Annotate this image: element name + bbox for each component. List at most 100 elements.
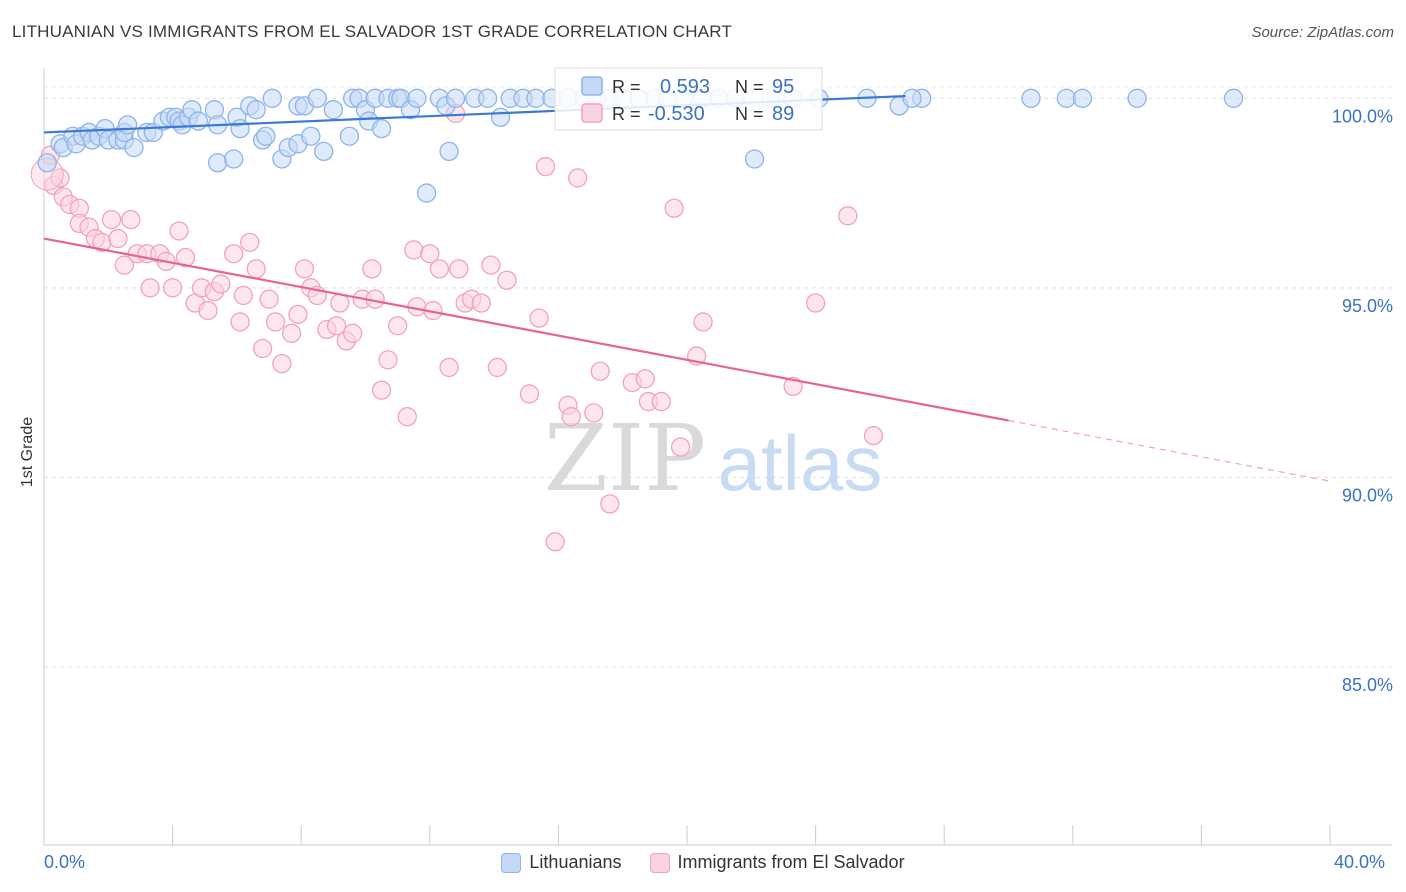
legend-label-lithuanians: Lithuanians <box>529 852 622 872</box>
y-tick-label: 90.0% <box>1342 485 1393 505</box>
chart-title: LITHUANIAN VS IMMIGRANTS FROM EL SALVADO… <box>12 22 733 41</box>
axes <box>43 68 1392 846</box>
point-el-salvador <box>535 156 556 177</box>
legend-item-el-salvador[interactable]: Immigrants from El Salvador <box>649 852 905 873</box>
point-el-salvador <box>387 316 408 336</box>
point-el-salvador <box>378 350 398 370</box>
point-lithuanian <box>1072 88 1093 108</box>
legend-n-value-blue: 95 <box>772 76 794 98</box>
source-note: Source: ZipAtlas.com <box>1251 24 1394 41</box>
point-el-salvador <box>272 353 292 374</box>
point-el-salvador <box>362 259 382 279</box>
point-lithuanian <box>1056 88 1077 108</box>
point-lithuanian <box>256 126 276 146</box>
point-el-salvador <box>783 376 803 397</box>
legend-item-lithuanians[interactable]: Lithuanians <box>501 852 622 873</box>
point-el-salvador <box>545 532 565 552</box>
point-el-salvador <box>230 312 250 332</box>
trend-line-el-salvador <box>43 237 1009 422</box>
x-axis-min-label: 0.0% <box>44 852 86 872</box>
point-lithuanian <box>37 153 57 173</box>
point-el-salvador <box>224 244 244 264</box>
trend-line-extension <box>1008 419 1331 482</box>
point-el-salvador <box>371 380 392 400</box>
point-lithuanian <box>371 118 392 139</box>
point-el-salvador <box>600 494 620 514</box>
point-lithuanian <box>314 141 334 162</box>
point-el-salvador <box>198 300 218 321</box>
point-el-salvador <box>420 244 440 264</box>
point-lithuanian <box>207 153 228 173</box>
point-el-salvador <box>664 198 684 218</box>
point-lithuanian <box>262 88 282 108</box>
point-el-salvador <box>252 338 273 359</box>
point-lithuanian <box>445 88 466 108</box>
point-el-salvador <box>175 247 196 268</box>
watermark: ZIP atlas <box>544 405 882 512</box>
legend-n-label-blue: N = <box>735 77 764 97</box>
legend-swatch-lithuanians <box>501 852 522 873</box>
point-el-salvador <box>281 323 302 343</box>
point-el-salvador <box>342 323 363 343</box>
point-el-salvador <box>805 293 826 313</box>
point-lithuanian <box>307 88 327 108</box>
point-el-salvador <box>838 206 858 226</box>
point-lithuanian <box>230 118 250 139</box>
point-lithuanian <box>1127 88 1147 108</box>
point-el-salvador <box>487 357 507 378</box>
point-el-salvador <box>670 437 691 457</box>
point-lithuanian <box>339 126 360 146</box>
point-el-salvador <box>114 255 135 275</box>
legend-n-label-pink: N = <box>735 104 764 124</box>
point-el-salvador <box>288 304 308 325</box>
point-el-salvador <box>449 259 469 279</box>
point-el-salvador <box>404 240 424 260</box>
point-el-salvador <box>294 259 315 279</box>
point-el-salvador <box>471 293 491 313</box>
point-lithuanian <box>439 141 459 162</box>
legend-swatch-el-salvador <box>649 852 670 873</box>
legend-r-label-blue: R = <box>612 77 641 97</box>
point-el-salvador <box>693 312 713 332</box>
point-el-salvador <box>529 308 549 328</box>
point-el-salvador <box>863 426 884 446</box>
point-el-salvador <box>211 274 231 294</box>
point-el-salvador <box>259 289 279 309</box>
point-lithuanian <box>117 115 138 135</box>
legend-r-label-pink: R = <box>612 104 641 124</box>
point-lithuanian <box>1021 88 1041 108</box>
point-lithuanian <box>188 111 208 131</box>
point-lithuanian <box>478 88 498 108</box>
point-el-salvador <box>330 293 350 313</box>
legend-label-el-salvador: Immigrants from El Salvador <box>677 852 905 872</box>
watermark-atlas: atlas <box>718 419 883 507</box>
legend-r-value-pink: -0.530 <box>648 103 705 125</box>
point-lithuanian <box>902 88 922 108</box>
point-el-salvador <box>162 278 183 298</box>
point-el-salvador <box>584 403 604 423</box>
legend-swatch-blue <box>581 76 603 96</box>
point-lithuanian <box>526 88 546 108</box>
y-tick-label: 85.0% <box>1342 675 1393 695</box>
legend-n-value-pink: 89 <box>772 103 794 125</box>
point-el-salvador <box>635 369 655 389</box>
point-el-salvador <box>497 270 517 290</box>
point-lithuanian <box>323 100 344 120</box>
point-el-salvador <box>561 407 581 427</box>
point-el-salvador <box>233 285 253 306</box>
point-el-salvador <box>651 391 671 412</box>
point-lithuanian <box>301 126 321 146</box>
point-el-salvador <box>397 407 417 427</box>
point-el-salvador <box>481 255 501 275</box>
point-el-salvador <box>169 221 189 241</box>
gridlines <box>44 86 1392 668</box>
point-lithuanian <box>224 149 244 169</box>
point-el-salvador <box>568 168 588 188</box>
point-lithuanian <box>744 149 765 169</box>
point-el-salvador <box>246 259 266 279</box>
point-el-salvador <box>108 228 128 249</box>
series-legend: Lithuanians Immigrants from El Salvador <box>0 852 1406 873</box>
point-el-salvador <box>519 384 540 404</box>
point-lithuanian <box>490 107 511 127</box>
